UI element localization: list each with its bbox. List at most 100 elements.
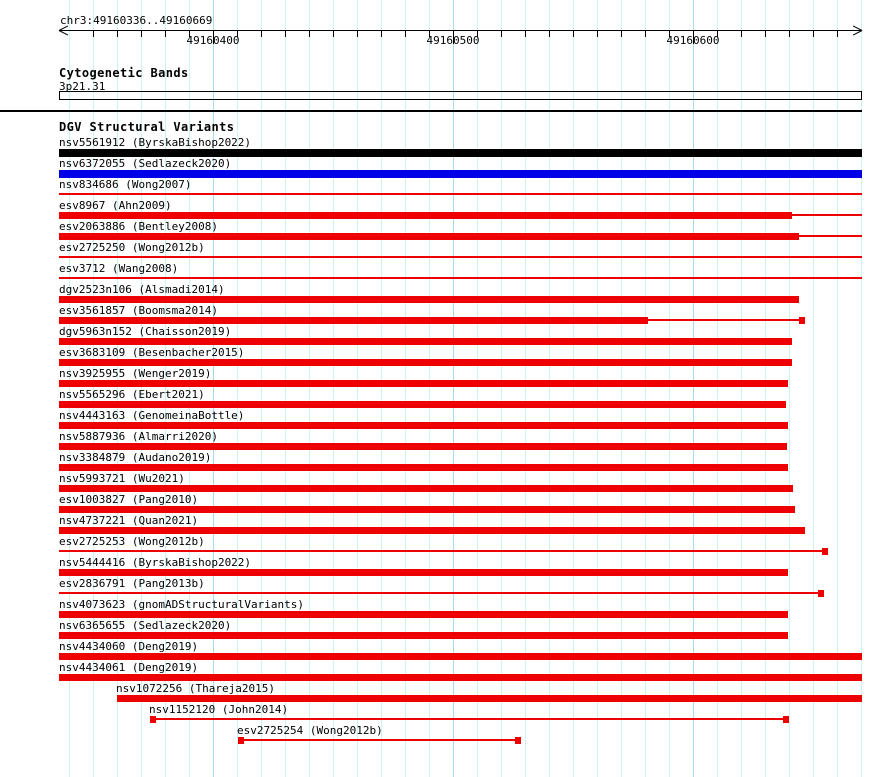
variant-label[interactable]: nsv4434060 (Deng2019) [59,640,199,653]
variant-bar[interactable] [59,296,799,303]
variant-bar[interactable] [59,443,787,450]
ruler-minor-tick [381,30,382,37]
variant-label[interactable]: nsv4434061 (Deng2019) [59,661,199,674]
grid-minor-line [93,0,94,777]
variant-bar[interactable] [59,380,788,387]
ruler-minor-tick [357,30,358,37]
grid-minor-line [309,0,310,777]
variant-label[interactable]: nsv3925955 (Wenger2019) [59,367,212,380]
variant-bar[interactable] [59,233,799,240]
variant-bar[interactable] [59,401,786,408]
variant-label[interactable]: nsv5444416 (ByrskaBishop2022) [59,556,252,569]
variant-label[interactable]: esv3712 (Wang2008) [59,262,179,275]
ruler-minor-tick [837,30,838,37]
grid-minor-line [669,0,670,777]
variant-label[interactable]: esv2063886 (Bentley2008) [59,220,218,233]
variant-line[interactable] [648,319,799,321]
variant-label[interactable]: nsv4443163 (GenomeinaBottle) [59,409,245,422]
variant-label[interactable]: nsv1072256 (Thareja2015) [116,682,275,695]
variant-line[interactable] [59,277,862,279]
ruler-tick-label: 49160500 [426,34,480,47]
variant-label[interactable]: nsv5561912 (ByrskaBishop2022) [59,136,252,149]
ruler-tick-label: 49160600 [666,34,720,47]
variant-label[interactable]: nsv4737221 (Quan2021) [59,514,199,527]
variant-bar[interactable] [59,632,788,639]
variant-label[interactable]: esv1003827 (Pang2010) [59,493,199,506]
cytoband-box[interactable] [59,91,862,100]
ruler-minor-tick [741,30,742,37]
variant-bar[interactable] [59,212,792,219]
ruler-major-tick [213,30,214,44]
variant-line[interactable] [59,550,822,552]
ruler-major-tick [693,30,694,44]
variant-label[interactable]: nsv5565296 (Ebert2021) [59,388,205,401]
variant-label[interactable]: nsv1152120 (John2014) [149,703,289,716]
variant-bar[interactable] [59,653,862,660]
variant-bar[interactable] [59,485,793,492]
grid-minor-line [69,0,70,777]
variant-end-marker[interactable] [822,548,828,555]
grid-major-line [453,0,454,777]
variant-bar[interactable] [59,149,862,157]
variant-bar[interactable] [59,569,788,576]
variant-bar[interactable] [59,674,862,681]
variant-line[interactable] [244,739,515,741]
variant-bar[interactable] [59,506,795,513]
variant-label[interactable]: nsv3384879 (Audano2019) [59,451,212,464]
cytoband-label[interactable]: 3p21.31 [59,80,106,93]
variant-end-marker[interactable] [799,317,805,324]
ruler-minor-tick [669,30,670,37]
variant-line[interactable] [59,256,862,258]
variant-bar[interactable] [59,464,788,471]
grid-minor-line [741,0,742,777]
variant-line[interactable] [792,214,862,216]
variant-label[interactable]: nsv5993721 (Wu2021) [59,472,185,485]
variant-label[interactable]: esv3561857 (Boomsma2014) [59,304,218,317]
variant-label[interactable]: nsv5887936 (Almarri2020) [59,430,218,443]
grid-minor-line [717,0,718,777]
grid-minor-line [789,0,790,777]
variant-label[interactable]: dgv2523n106 (Alsmadi2014) [59,283,225,296]
variant-end-marker[interactable] [150,716,156,723]
variant-bar[interactable] [59,338,792,345]
grid-minor-line [189,0,190,777]
ruler-minor-tick [813,30,814,37]
variant-label[interactable]: nsv6372055 (Sedlazeck2020) [59,157,232,170]
variant-end-marker[interactable] [783,716,789,723]
ruler-minor-tick [141,30,142,37]
variant-line[interactable] [799,235,862,237]
variant-label[interactable]: esv2725254 (Wong2012b) [237,724,383,737]
variant-label[interactable]: nsv834686 (Wong2007) [59,178,192,191]
grid-minor-line [501,0,502,777]
grid-minor-line [381,0,382,777]
ruler-minor-tick [117,30,118,37]
variant-label[interactable]: esv2725253 (Wong2012b) [59,535,205,548]
variant-bar[interactable] [117,695,862,702]
variant-label[interactable]: nsv4073623 (gnomADStructuralVariants) [59,598,305,611]
variant-end-marker[interactable] [818,590,824,597]
variant-line[interactable] [156,718,783,720]
variant-bar[interactable] [59,611,788,618]
variant-label[interactable]: esv3683109 (Besenbacher2015) [59,346,245,359]
variant-bar[interactable] [59,317,648,324]
variant-bar[interactable] [59,527,805,534]
variant-label[interactable]: nsv6365655 (Sedlazeck2020) [59,619,232,632]
grid-minor-line [405,0,406,777]
variant-label[interactable]: esv8967 (Ahn2009) [59,199,172,212]
variant-bar[interactable] [59,422,788,429]
variant-label[interactable]: esv2836791 (Pang2013b) [59,577,205,590]
variant-bar[interactable] [59,359,792,366]
variant-bar[interactable] [59,170,862,178]
variant-label[interactable]: esv2725250 (Wong2012b) [59,241,205,254]
variant-line[interactable] [59,193,862,195]
variant-label[interactable]: dgv5963n152 (Chaisson2019) [59,325,232,338]
grid-minor-line [117,0,118,777]
variant-line[interactable] [59,592,818,594]
region-label: chr3:49160336..49160669 [60,14,213,27]
grid-minor-line [837,0,838,777]
ruler-major-tick [453,30,454,44]
variant-end-marker[interactable] [238,737,244,744]
ruler-minor-tick [429,30,430,37]
variant-end-marker[interactable] [515,737,521,744]
dgv-title: DGV Structural Variants [59,120,235,134]
